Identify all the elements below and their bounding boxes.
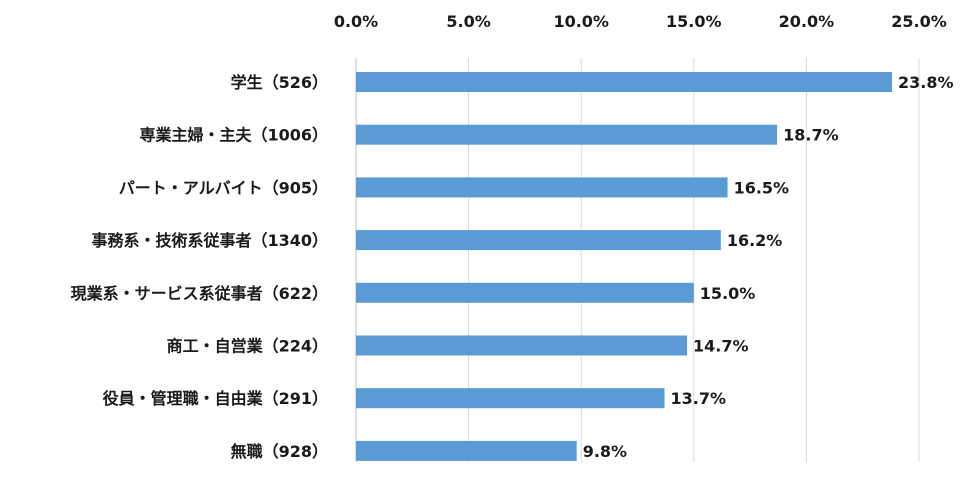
bar [356, 440, 577, 461]
data-label: 9.8% [583, 442, 627, 461]
category-label: パート・アルバイト（905） [119, 178, 328, 197]
data-label: 23.8% [898, 73, 954, 92]
bar [356, 124, 778, 145]
category-label: 商工・自営業（224） [167, 337, 328, 356]
x-tick-label: 15.0% [666, 12, 722, 31]
bar [356, 388, 665, 409]
bars [356, 72, 892, 461]
x-tick-label: 20.0% [779, 12, 835, 31]
data-labels: 23.8% 18.7% 16.5% 16.2% 15.0% 14.7% 13.7% 9.8% [583, 73, 954, 461]
data-label: 15.0% [700, 284, 756, 303]
x-tick-label: 25.0% [891, 12, 947, 31]
category-label: 役員・管理職・自由業（291） [103, 389, 328, 408]
x-axis-tick-labels: 0.0% 5.0% 10.0% 15.0% 20.0% 25.0% [334, 12, 947, 31]
category-label: 学生（526） [231, 73, 328, 92]
bar [356, 177, 728, 198]
x-tick-label: 10.0% [553, 12, 609, 31]
bar [356, 230, 721, 251]
x-tick-label: 5.0% [446, 12, 490, 31]
category-labels: 学生（526） 専業主婦・主夫（1006） パート・アルバイト（905） 事務系・技術… [71, 73, 328, 461]
category-label: 無職（928） [231, 442, 328, 461]
bar [356, 335, 688, 356]
category-label: 事務系・技術系従事者（1340） [91, 231, 328, 250]
bar [356, 282, 694, 303]
data-label: 16.2% [727, 231, 783, 250]
x-tick-label: 0.0% [334, 12, 378, 31]
category-label: 専業主婦・主夫（1006） [139, 126, 328, 145]
data-label: 16.5% [734, 178, 790, 197]
bar [356, 72, 892, 92]
data-label: 13.7% [671, 389, 727, 408]
data-label: 14.7% [693, 337, 749, 356]
category-label: 現業系・サービス系従事者（622） [71, 284, 328, 303]
data-label: 18.7% [783, 126, 839, 145]
